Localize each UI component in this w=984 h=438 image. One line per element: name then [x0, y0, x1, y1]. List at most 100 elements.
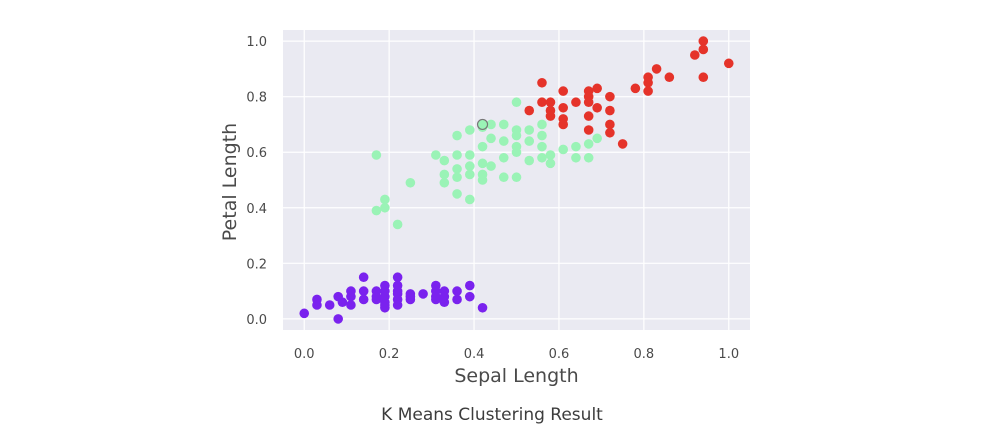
data-point — [630, 83, 641, 94]
data-point — [571, 141, 581, 152]
data-point — [690, 50, 700, 60]
data-point — [380, 280, 390, 291]
data-point — [465, 291, 475, 302]
data-point — [486, 161, 496, 171]
x-tick-label: 0.8 — [634, 347, 655, 362]
data-point — [583, 152, 594, 163]
data-point — [477, 158, 488, 169]
data-point — [465, 280, 475, 291]
data-point — [358, 272, 369, 283]
data-point — [605, 105, 615, 116]
data-point — [465, 125, 475, 135]
data-point — [537, 141, 547, 152]
y-tick-label: 1.0 — [246, 35, 267, 50]
data-point — [452, 164, 462, 174]
data-point — [405, 289, 416, 299]
data-point — [452, 294, 462, 305]
data-point — [486, 119, 496, 130]
data-point — [545, 150, 556, 160]
data-point — [380, 302, 390, 313]
x-tick-labels: 0.0 0.2 0.4 0.6 0.8 1.0 — [294, 347, 739, 362]
y-tick-label: 0.4 — [246, 202, 267, 217]
data-point — [392, 280, 403, 291]
data-point — [605, 119, 615, 130]
data-point — [439, 169, 450, 180]
data-point — [558, 102, 568, 113]
data-point — [617, 139, 628, 149]
data-point — [392, 300, 403, 310]
data-point — [583, 139, 594, 149]
data-point — [358, 294, 369, 305]
data-point — [698, 44, 709, 55]
data-point — [664, 72, 675, 83]
x-tick-label: 0.6 — [549, 347, 570, 362]
data-point — [337, 297, 348, 308]
data-point — [537, 130, 547, 141]
y-axis-label: Petal Length — [219, 123, 241, 241]
data-point — [371, 205, 382, 216]
data-point — [537, 77, 547, 88]
data-point — [486, 133, 496, 144]
data-points — [299, 36, 734, 324]
data-point — [571, 152, 581, 163]
data-point — [324, 300, 335, 310]
data-point — [537, 152, 547, 163]
data-point — [299, 308, 310, 319]
data-point — [465, 161, 475, 171]
data-point — [524, 155, 535, 166]
data-point — [511, 97, 522, 108]
figure-caption: K Means Clustering Result — [381, 405, 603, 425]
data-point — [545, 158, 556, 169]
data-point — [592, 102, 602, 113]
data-point — [498, 119, 509, 130]
x-tick-label: 0.0 — [294, 347, 315, 362]
data-point — [524, 105, 535, 116]
data-point — [723, 58, 734, 69]
data-point — [583, 97, 594, 108]
x-tick-label: 0.2 — [379, 347, 400, 362]
data-point — [643, 77, 653, 88]
data-point — [592, 83, 602, 94]
data-point — [392, 272, 403, 283]
data-point — [452, 286, 462, 296]
data-point — [558, 144, 568, 155]
data-point — [452, 172, 462, 183]
data-point — [537, 97, 547, 108]
data-point — [346, 286, 356, 296]
data-point — [405, 177, 416, 188]
data-point — [643, 86, 653, 96]
data-point — [651, 64, 662, 74]
x-tick-label: 0.4 — [464, 347, 485, 362]
data-point — [358, 286, 369, 296]
x-axis-label: Sepal Length — [454, 365, 578, 387]
data-point — [592, 133, 602, 144]
data-point — [333, 314, 343, 324]
data-point — [571, 97, 581, 108]
x-tick-label: 1.0 — [718, 347, 739, 362]
data-point — [605, 91, 615, 102]
y-tick-label: 0.0 — [246, 313, 267, 328]
data-point — [380, 202, 390, 213]
data-point — [511, 172, 522, 183]
data-point — [465, 169, 475, 180]
data-point — [346, 300, 356, 310]
data-point — [431, 150, 441, 160]
data-point — [371, 286, 382, 296]
data-point — [418, 289, 428, 299]
data-point — [452, 130, 462, 141]
data-point — [439, 177, 450, 188]
data-point — [698, 36, 709, 46]
data-point — [537, 119, 547, 130]
data-point — [431, 280, 441, 291]
data-point — [452, 150, 462, 160]
data-point — [583, 125, 594, 135]
data-point — [605, 127, 615, 138]
centroid-point — [476, 118, 489, 131]
data-point — [477, 302, 488, 313]
data-point — [371, 150, 382, 160]
data-point — [558, 86, 568, 96]
data-point — [498, 136, 509, 146]
data-point — [392, 219, 403, 230]
data-point — [477, 175, 488, 185]
data-point — [380, 194, 390, 205]
